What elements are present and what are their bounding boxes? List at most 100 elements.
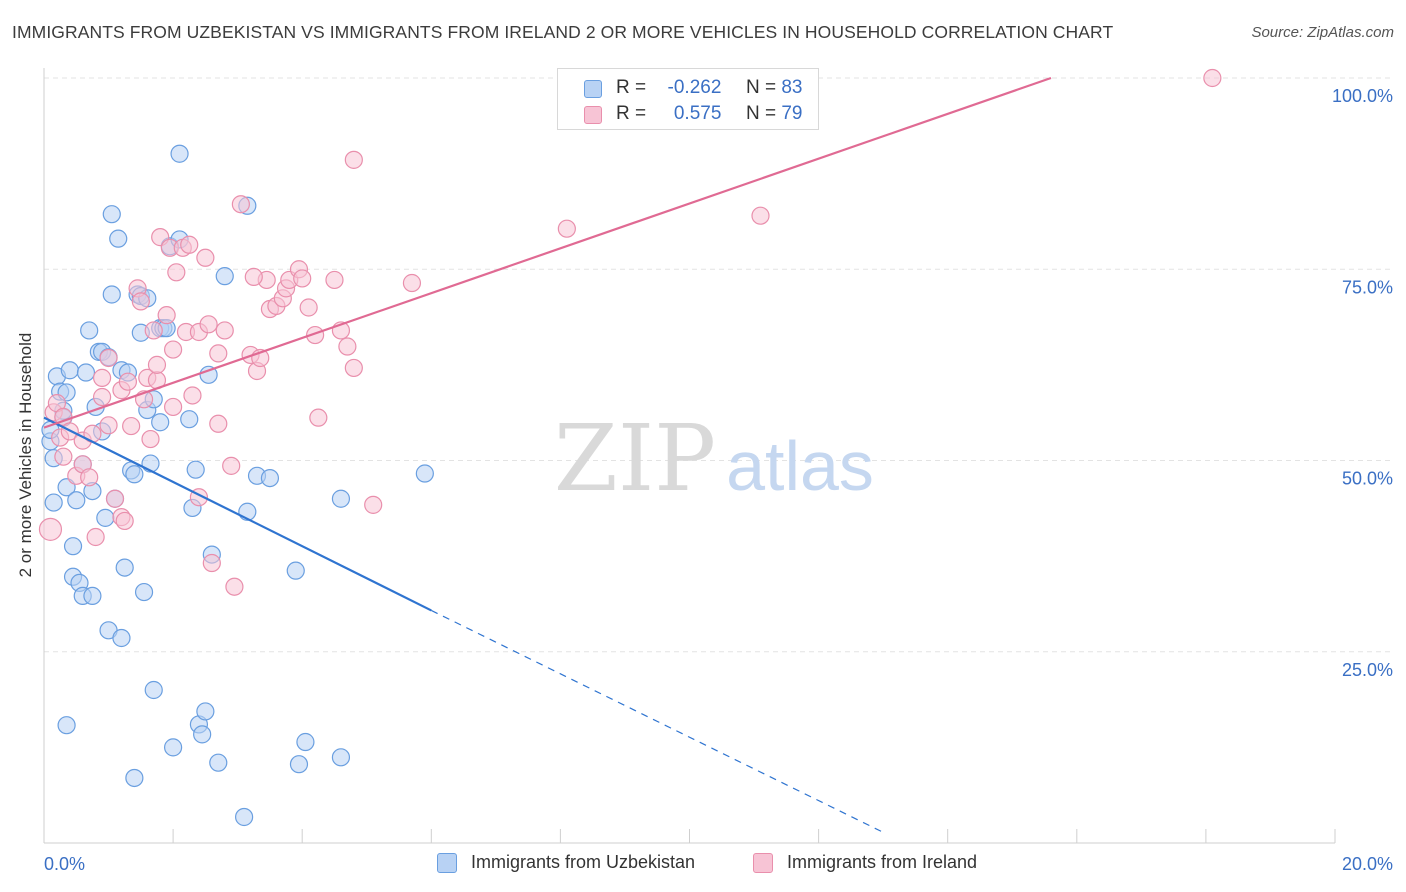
trend-lines — [43, 76, 1052, 833]
ireland-point — [306, 325, 325, 345]
ireland-point — [557, 219, 576, 238]
ireland-point — [215, 321, 234, 340]
uzbekistan-point — [235, 807, 254, 827]
ireland-point — [157, 306, 176, 325]
grid-lines — [44, 77, 1393, 653]
x-tick-label-max: 20.0% — [1342, 854, 1393, 874]
ireland-point — [147, 355, 167, 374]
ireland-point — [99, 416, 118, 435]
ireland-point — [80, 468, 99, 487]
bottom-legend-swatch-pink — [753, 853, 773, 873]
uzbekistan-point — [102, 285, 121, 304]
ireland-point — [364, 495, 383, 514]
legend-r-value-uzbekistan: -0.262 — [667, 77, 722, 98]
uzbekistan-point — [180, 410, 199, 429]
ireland-point — [402, 273, 422, 293]
legend-r-label: R = — [616, 77, 647, 98]
uzbekistan-point — [144, 680, 163, 700]
uzbekistan-point — [193, 725, 212, 744]
ireland-point — [167, 263, 186, 282]
ireland-point — [38, 517, 63, 541]
ireland-point — [751, 206, 770, 225]
uzbekistan-point — [67, 491, 86, 510]
ireland-point — [209, 414, 228, 433]
ireland-point — [196, 248, 215, 267]
y-axis-label: 2 or more Vehicles in Household — [16, 332, 35, 578]
ireland-point — [293, 269, 312, 288]
ireland-point — [144, 321, 163, 340]
ireland-point — [118, 372, 138, 391]
legend-r-label: R = — [616, 103, 647, 124]
watermark: ZIP atlas — [554, 405, 874, 512]
ireland-point — [202, 553, 221, 573]
uzbekistan-point — [415, 464, 434, 483]
ireland-point — [180, 235, 199, 254]
ireland-point — [122, 416, 141, 436]
ireland-trend-line — [43, 76, 1052, 429]
ireland-point — [325, 270, 344, 290]
watermark-atlas: atlas — [726, 427, 874, 505]
ireland-point — [115, 511, 134, 531]
ireland-point — [141, 429, 160, 449]
uzbekistan-point — [286, 561, 305, 580]
ireland-point — [244, 267, 263, 286]
series-ireland-points — [38, 68, 1222, 596]
uzbekistan-point — [196, 702, 215, 721]
bottom-legend-label-uzbekistan: Immigrants from Uzbekistan — [471, 852, 696, 872]
uzbekistan-point — [296, 732, 315, 752]
ireland-point — [231, 195, 250, 214]
ireland-point — [99, 348, 118, 368]
correlation-legend: R = -0.262 N = 83 R = 0.575 N = 79 — [557, 68, 819, 130]
y-tick-label: 75.0% — [1342, 277, 1393, 297]
uzbekistan-point — [199, 365, 218, 384]
uzbekistan-point — [331, 489, 351, 508]
legend-n-value-uzbekistan: 83 — [781, 77, 803, 98]
axes — [43, 68, 1336, 844]
uzbekistan-point — [80, 321, 99, 340]
uzbekistan-point — [289, 755, 309, 774]
uzbekistan-trend-line — [43, 416, 432, 612]
uzbekistan-point — [186, 460, 205, 479]
ireland-point — [54, 447, 73, 466]
legend-n-label: N = — [745, 103, 777, 124]
uzbekistan-point — [57, 716, 76, 735]
uzbekistan-point — [151, 413, 170, 432]
ireland-point — [199, 315, 218, 334]
uzbekistan-point — [109, 229, 128, 248]
ireland-point — [183, 386, 202, 405]
legend-text-uzbekistan: R = -0.262 N = 83 — [616, 77, 802, 99]
ireland-point — [309, 408, 328, 427]
ireland-point — [86, 527, 105, 547]
uzbekistan-point — [44, 493, 63, 512]
legend-swatch-blue — [584, 80, 602, 98]
ireland-point — [222, 456, 241, 475]
uzbekistan-point — [76, 363, 96, 382]
uzbekistan-trend-extension — [431, 609, 884, 833]
uzbekistan-point — [83, 586, 102, 606]
uzbekistan-point — [170, 144, 189, 163]
uzbekistan-point — [260, 468, 280, 488]
tick-labels: 25.0% 50.0% 75.0% 100.0% 0.0% 20.0% — [44, 86, 1393, 874]
chart-title: IMMIGRANTS FROM UZBEKISTAN VS IMMIGRANTS… — [12, 22, 1114, 42]
uzbekistan-point — [331, 748, 351, 767]
legend-text-ireland: R = 0.575 N = 79 — [616, 103, 802, 125]
ireland-point — [209, 344, 228, 363]
series-uzbekistan-points — [41, 144, 434, 827]
uzbekistan-point — [63, 537, 83, 556]
watermark-zip: ZIP — [554, 405, 716, 512]
legend-n-label: N = — [745, 77, 777, 98]
bottom-legend-label-ireland: Immigrants from Ireland — [787, 852, 978, 872]
ireland-point — [131, 292, 150, 311]
source-credit: Source: ZipAtlas.com — [1251, 24, 1394, 41]
ireland-point — [344, 358, 363, 378]
uzbekistan-point — [164, 738, 183, 757]
uzbekistan-point — [96, 508, 115, 527]
uzbekistan-point — [125, 768, 144, 788]
uzbekistan-point — [134, 582, 154, 602]
legend-swatch-pink — [584, 106, 602, 124]
uzbekistan-point — [102, 205, 121, 224]
legend-r-value-ireland: 0.575 — [673, 103, 722, 124]
uzbekistan-point — [215, 267, 234, 286]
uzbekistan-point — [209, 753, 228, 772]
